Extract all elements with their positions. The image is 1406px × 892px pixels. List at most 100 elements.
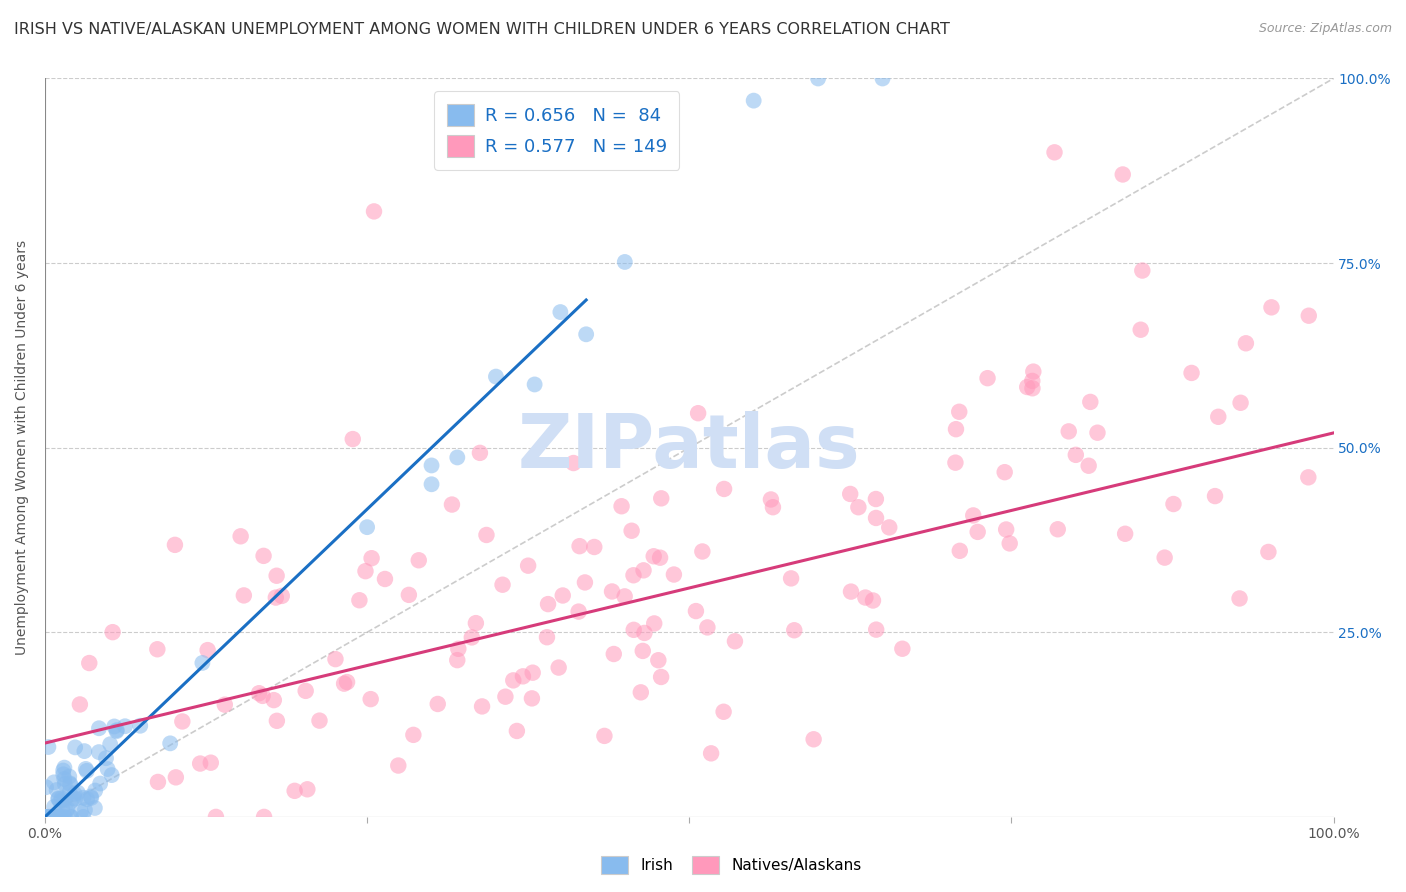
Point xyxy=(865,491,887,506)
Point xyxy=(623,568,645,582)
Point xyxy=(1064,448,1087,462)
Point xyxy=(633,563,655,577)
Point xyxy=(872,71,894,86)
Point xyxy=(252,689,274,703)
Point xyxy=(146,642,169,657)
Point xyxy=(650,670,672,684)
Point xyxy=(550,305,572,319)
Point xyxy=(610,500,633,514)
Point xyxy=(1229,591,1251,606)
Point xyxy=(83,801,105,815)
Point xyxy=(197,643,219,657)
Point xyxy=(468,446,491,460)
Point xyxy=(1077,458,1099,473)
Point xyxy=(284,784,307,798)
Point xyxy=(630,685,652,699)
Point xyxy=(59,810,82,824)
Point xyxy=(214,698,236,712)
Point xyxy=(522,665,544,680)
Point xyxy=(536,630,558,644)
Point xyxy=(62,791,84,805)
Point xyxy=(66,786,89,800)
Point xyxy=(1298,309,1320,323)
Point xyxy=(759,492,782,507)
Point xyxy=(696,620,718,634)
Point xyxy=(72,790,94,805)
Point xyxy=(862,593,884,607)
Point xyxy=(1180,366,1202,380)
Point xyxy=(998,536,1021,550)
Point xyxy=(41,810,63,824)
Point xyxy=(517,123,540,137)
Point xyxy=(620,524,643,538)
Point xyxy=(995,523,1018,537)
Point xyxy=(398,588,420,602)
Point xyxy=(688,406,710,420)
Point xyxy=(662,567,685,582)
Point xyxy=(692,544,714,558)
Point xyxy=(200,756,222,770)
Point xyxy=(129,719,152,733)
Point xyxy=(593,729,616,743)
Point xyxy=(426,697,449,711)
Point xyxy=(354,564,377,578)
Point xyxy=(1260,301,1282,315)
Point xyxy=(76,764,98,778)
Point xyxy=(633,626,655,640)
Point xyxy=(75,762,97,776)
Point xyxy=(447,641,470,656)
Point xyxy=(713,482,735,496)
Point xyxy=(46,810,69,824)
Point xyxy=(42,810,65,824)
Point xyxy=(502,673,524,688)
Point xyxy=(762,500,785,515)
Point xyxy=(562,456,585,470)
Point xyxy=(84,783,107,797)
Point xyxy=(105,724,128,739)
Point xyxy=(35,810,58,824)
Y-axis label: Unemployment Among Women with Children Under 6 years: Unemployment Among Women with Children U… xyxy=(15,240,30,656)
Point xyxy=(73,803,96,817)
Point xyxy=(53,792,76,806)
Point xyxy=(623,623,645,637)
Point xyxy=(100,768,122,782)
Point xyxy=(264,591,287,605)
Point xyxy=(360,551,382,566)
Point xyxy=(1087,425,1109,440)
Point xyxy=(631,644,654,658)
Point xyxy=(420,477,443,491)
Point xyxy=(994,465,1017,479)
Point xyxy=(440,498,463,512)
Point xyxy=(35,810,58,824)
Point xyxy=(229,529,252,543)
Point xyxy=(839,584,862,599)
Point xyxy=(94,751,117,765)
Legend: Irish, Natives/Alaskans: Irish, Natives/Alaskans xyxy=(595,850,868,880)
Point xyxy=(783,624,806,638)
Point xyxy=(63,791,86,805)
Point xyxy=(742,94,765,108)
Point xyxy=(35,810,58,824)
Point xyxy=(308,714,330,728)
Point xyxy=(464,616,486,631)
Point xyxy=(52,767,75,781)
Point xyxy=(80,791,103,805)
Point xyxy=(865,623,887,637)
Point xyxy=(80,789,103,804)
Point xyxy=(877,520,900,534)
Point xyxy=(342,432,364,446)
Point xyxy=(1129,323,1152,337)
Point xyxy=(643,549,665,564)
Point xyxy=(336,675,359,690)
Text: Source: ZipAtlas.com: Source: ZipAtlas.com xyxy=(1258,22,1392,36)
Point xyxy=(1204,489,1226,503)
Point xyxy=(45,783,67,797)
Point xyxy=(613,255,636,269)
Point xyxy=(48,810,70,824)
Point xyxy=(685,604,707,618)
Point xyxy=(446,653,468,667)
Point xyxy=(46,810,69,824)
Point xyxy=(713,705,735,719)
Point xyxy=(146,775,169,789)
Point xyxy=(48,792,70,806)
